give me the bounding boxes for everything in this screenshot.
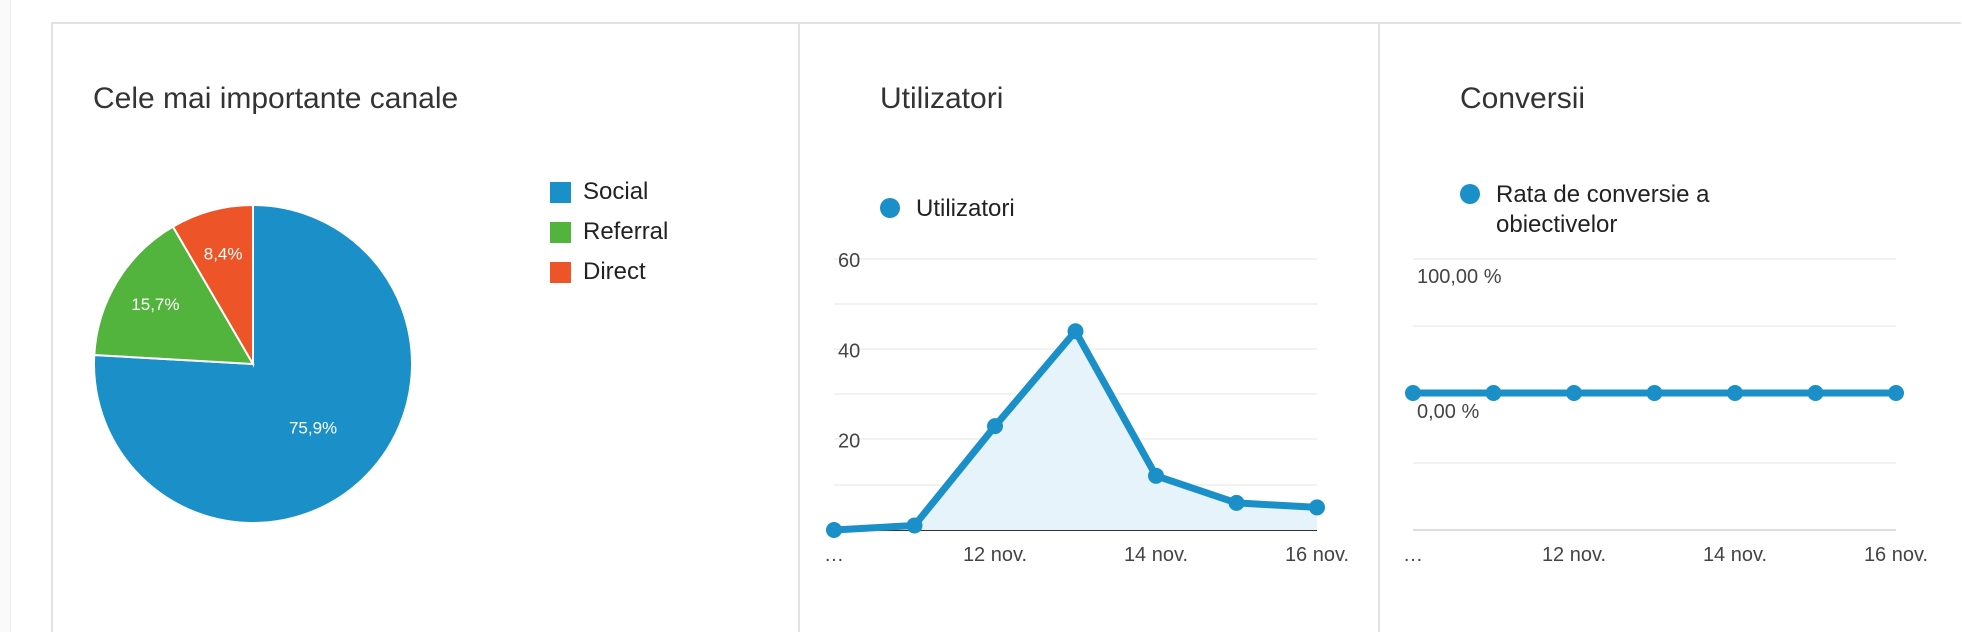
conv-x-tick-0: …	[1403, 544, 1423, 566]
users-y-tick-2: 20	[838, 431, 860, 453]
users-point-0	[826, 522, 842, 538]
users-point-1	[906, 517, 923, 534]
conv-y-tick-1: 0,00 %	[1417, 401, 1479, 423]
conv-point-6	[1888, 385, 1904, 401]
users-point-2	[987, 418, 1003, 435]
users-legend-dot	[880, 198, 900, 218]
legend-item-social[interactable]: Social	[550, 172, 668, 212]
users-point-3	[1067, 323, 1084, 340]
users-x-tick-0: …	[824, 544, 844, 566]
pie-label-referral: 15,7%	[131, 295, 179, 314]
users-area-chart: 60 40 20 … 12 nov. 14 nov. 16 nov.	[824, 250, 1349, 566]
users-point-5	[1228, 494, 1245, 511]
conv-point-1	[1485, 385, 1502, 401]
conv-point-3	[1646, 385, 1663, 401]
users-x-tick-3: 16 nov.	[1285, 544, 1349, 566]
conv-point-2	[1566, 385, 1582, 401]
legend-label-direct: Direct	[583, 258, 646, 285]
legend-item-direct[interactable]: Direct	[550, 252, 668, 292]
conv-x-tick-2: 14 nov.	[1703, 544, 1767, 566]
users-y-tick-0: 60	[838, 250, 860, 272]
users-point-4	[1148, 467, 1164, 484]
referral-swatch	[550, 221, 571, 243]
legend-item-referral[interactable]: Referral	[550, 212, 668, 252]
social-swatch	[550, 181, 571, 203]
direct-swatch	[550, 261, 571, 283]
pie-label-social: 75,9%	[289, 419, 337, 438]
conversions-legend-label: Rata de conversie a obiectivelor	[1496, 181, 1710, 238]
conversions-line-chart: 100,00 % 0,00 % … 12 nov. 14 nov. 16 nov.	[1403, 258, 1928, 566]
conv-x-tick-3: 16 nov.	[1864, 544, 1928, 566]
conv-y-tick-0: 100,00 %	[1417, 266, 1502, 288]
pie-slice-direct	[171, 203, 254, 368]
legend-label-referral: Referral	[583, 218, 669, 245]
top-channels-pie-chart: 75,9% 15,7% 8,4%	[93, 203, 413, 524]
conversions-panel: Conversii Rata de conversie a obiectivel…	[1378, 24, 1962, 632]
users-x-tick-1: 12 nov.	[963, 544, 1027, 566]
pie-label-direct: 8,4%	[204, 244, 243, 263]
users-panel: Utilizatori Utilizatori 60 40 20 … 12 nov. 14…	[798, 24, 1376, 632]
conversions-legend[interactable]: Rata de conversie a obiectivelor	[1460, 180, 1790, 240]
pie-slice-referral	[93, 225, 255, 366]
users-legend[interactable]: Utilizatori	[880, 194, 1015, 224]
conv-point-4	[1727, 385, 1743, 401]
top-channels-title: Cele mai importante canale	[93, 82, 459, 115]
users-x-tick-2: 14 nov.	[1124, 544, 1188, 566]
users-legend-label: Utilizatori	[916, 195, 1015, 222]
conversions-title: Conversii	[1460, 82, 1586, 115]
conversions-legend-dot	[1460, 184, 1480, 204]
conv-point-0	[1405, 385, 1421, 401]
top-channels-legend: Social Referral Direct	[550, 172, 668, 292]
conv-x-tick-1: 12 nov.	[1542, 544, 1606, 566]
left-strip	[0, 0, 11, 632]
users-y-tick-1: 40	[838, 340, 860, 362]
top-channels-panel: Cele mai importante canale 75,9% 15,7% 8,4…	[53, 24, 797, 632]
dashboard-frame	[51, 22, 1961, 632]
conv-point-5	[1807, 385, 1824, 401]
legend-label-social: Social	[583, 178, 649, 205]
users-title: Utilizatori	[880, 82, 1004, 115]
users-point-6	[1309, 499, 1325, 516]
